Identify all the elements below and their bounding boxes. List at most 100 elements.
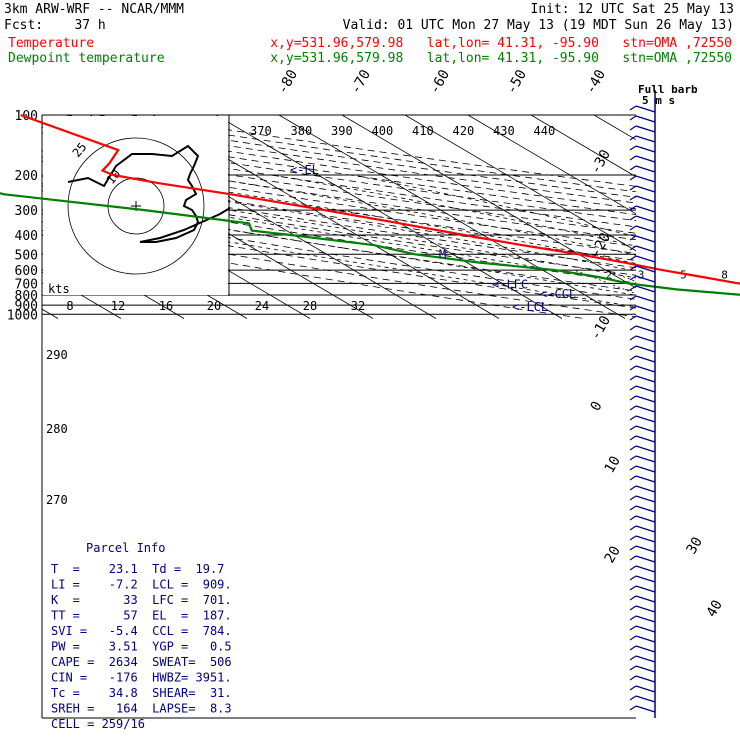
parcel-info-row: TT = 57 EL = 187. (51, 609, 232, 623)
wind-barb (636, 456, 655, 462)
wind-barb-flag (630, 456, 636, 460)
wind-barb (636, 566, 655, 572)
wind-barb-flag (630, 146, 636, 150)
wind-barb-flag (630, 536, 636, 540)
theta-label: 370 (250, 124, 272, 138)
wind-barb (636, 576, 655, 582)
moist-adiabat (272, 175, 740, 314)
wind-barb-flag (630, 256, 636, 260)
wind-barb-flag (630, 566, 636, 570)
wind-barb-flag (630, 216, 636, 220)
wind-barb-flag (630, 196, 636, 200)
wind-barb (636, 656, 655, 662)
temperature-legend-info: x,y=531.96,579.98 lat,lon= 41.31, -95.90… (270, 36, 732, 51)
wind-barb-flag (630, 326, 636, 330)
wind-barb (636, 226, 655, 232)
wind-barb-flag (630, 686, 636, 690)
theta-e-label: 270 (46, 493, 68, 507)
wind-barb-flag (630, 596, 636, 600)
wind-barb (636, 346, 655, 352)
wind-barb (636, 326, 655, 332)
parcel-info-row: SVI = -5.4 CCL = 784. (51, 624, 232, 638)
dewpoint-legend-label: Dewpoint temperature (8, 51, 165, 66)
model-title: 3km ARW-WRF -- NCAR/MMM (4, 2, 184, 17)
temperature-tick-label: -70 (348, 67, 375, 97)
wind-barb (636, 486, 655, 492)
wind-barb-flag (630, 156, 636, 160)
wind-barb (636, 176, 655, 182)
pressure-label: 300 (15, 204, 38, 219)
wind-barb-flag (630, 386, 636, 390)
wind-barb-flag (630, 446, 636, 450)
wind-barb-flag (630, 116, 636, 120)
parcel-info-row: T = 23.1 Td = 19.7 (51, 562, 224, 576)
wet-bulb-label: 16 (159, 299, 173, 313)
wind-barb-flag (630, 366, 636, 370)
wind-barb (636, 546, 655, 552)
init-time: Init: 12 UTC Sat 25 May 13 (531, 2, 735, 17)
valid-time: Valid: 01 UTC Mon 27 May 13 (19 MDT Sun … (343, 18, 734, 33)
wet-bulb-label: 24 (255, 299, 269, 313)
wind-barb-flag (630, 546, 636, 550)
theta-label: 410 (412, 124, 434, 138)
wind-barb (636, 306, 655, 312)
wind-barb-flag (630, 466, 636, 470)
wind-barb-flag (630, 356, 636, 360)
wind-barb-flag (630, 556, 636, 560)
parcel-info-row: CIN = -176 HWBZ= 3951. (51, 671, 232, 685)
wind-barb (636, 136, 655, 142)
wet-bulb-label: 28 (303, 299, 317, 313)
wind-barb (636, 236, 655, 242)
wind-barb-flag (630, 226, 636, 230)
wet-bulb-label: 12 (111, 299, 125, 313)
wind-barb (636, 206, 655, 212)
wind-barb-flag (630, 126, 636, 130)
wind-barb (636, 666, 655, 672)
wind-barb-flag (630, 336, 636, 340)
pressure-label: 200 (15, 169, 38, 184)
wind-barb (636, 616, 655, 622)
wind-barb (636, 416, 655, 422)
wind-barb-flag (630, 586, 636, 590)
wind-barb-flag (630, 656, 636, 660)
wind-barb-flag (630, 636, 636, 640)
level-marker-el: <-EL (290, 163, 319, 177)
temperature-tick-label: -80 (275, 67, 302, 97)
wind-barb-flag (630, 406, 636, 410)
wind-barb (636, 496, 655, 502)
parcel-info-row: K = 33 LFC = 701. (51, 593, 232, 607)
wind-barb-flag (630, 706, 636, 710)
parcel-info-panel: Parcel Info T = 23.1 Td = 19.7LI = -7.2 … (51, 541, 232, 731)
temperature-tick-label: 40 (704, 597, 726, 620)
wind-barb-flag (630, 436, 636, 440)
level-marker-lcl: <-LCL (512, 300, 548, 314)
wind-barb-flag (630, 186, 636, 190)
wet-bulb-label: 32 (351, 299, 365, 313)
level-marker-lfc: <-LFC (492, 278, 528, 292)
wind-barb (636, 606, 655, 612)
wind-barb (636, 646, 655, 652)
wind-barb (636, 116, 655, 122)
temperature-tick-label: 30 (684, 534, 706, 557)
wind-barb (636, 626, 655, 632)
wind-barb (636, 396, 655, 402)
wind-barb (636, 356, 655, 362)
temperature-tick-label: -50 (504, 67, 531, 97)
wind-barb-flag (630, 396, 636, 400)
wind-barb (636, 506, 655, 512)
wind-barb-flag (630, 476, 636, 480)
parcel-info-row: PW = 3.51 YGP = 0.5 (51, 640, 232, 654)
wind-barb-flag (630, 426, 636, 430)
wind-barb (636, 526, 655, 532)
wind-barb-flag (630, 486, 636, 490)
annotation-marker: M (439, 247, 446, 261)
wind-barb (636, 436, 655, 442)
theta-label: 400 (372, 124, 394, 138)
mixing-ratio-label: 3 (638, 268, 645, 281)
wind-barb (636, 296, 655, 302)
parcel-info-row: CAPE = 2634 SWEAT= 506 (51, 655, 232, 669)
moist-adiabat (193, 175, 740, 314)
temperature-tick-label: -30 (588, 147, 615, 177)
